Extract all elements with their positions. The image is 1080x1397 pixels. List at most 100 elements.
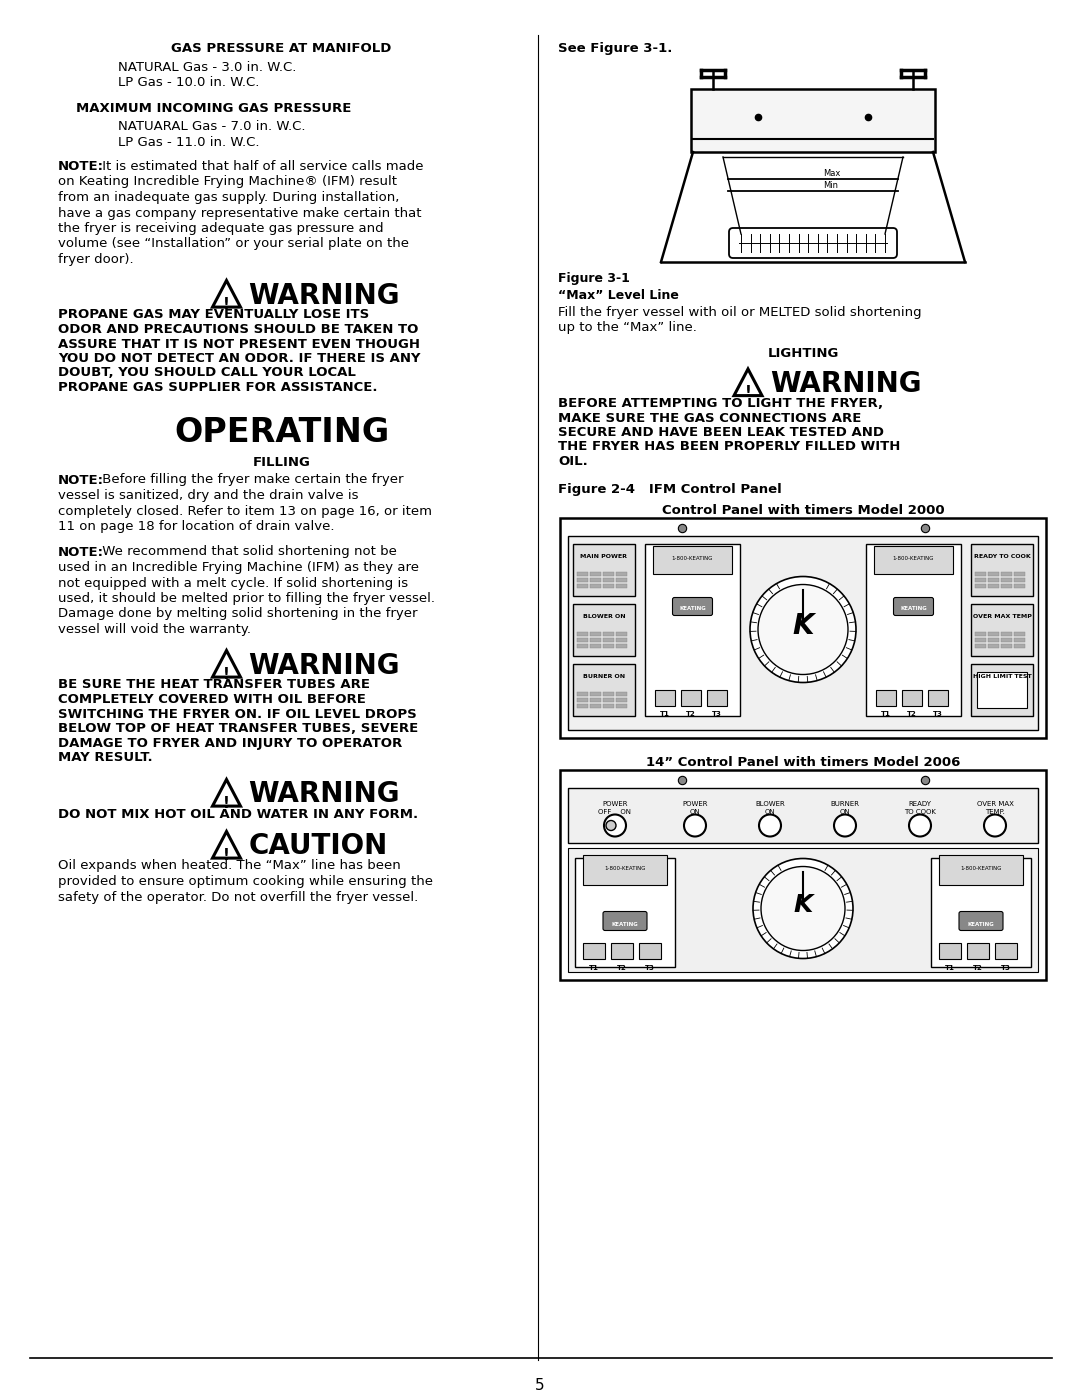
FancyBboxPatch shape: [893, 598, 933, 616]
Bar: [876, 690, 896, 705]
Text: KEATING: KEATING: [611, 922, 638, 928]
Bar: [577, 571, 588, 576]
Bar: [583, 855, 667, 884]
Bar: [577, 697, 588, 701]
Text: !: !: [224, 666, 230, 682]
Text: KEATING: KEATING: [679, 606, 706, 612]
Text: provided to ensure optimum cooking while ensuring the: provided to ensure optimum cooking while…: [58, 875, 433, 888]
Text: K: K: [793, 612, 813, 640]
Circle shape: [753, 859, 853, 958]
Text: BLOWER ON: BLOWER ON: [583, 613, 625, 619]
Bar: [561, 517, 1047, 738]
Bar: [707, 690, 727, 705]
Circle shape: [604, 814, 626, 837]
Text: READY
TO COOK: READY TO COOK: [904, 802, 936, 814]
Text: fryer door).: fryer door).: [58, 253, 134, 265]
Bar: [603, 571, 615, 576]
Bar: [971, 604, 1032, 655]
Text: LIGHTING: LIGHTING: [767, 346, 839, 360]
Bar: [590, 704, 600, 707]
Bar: [1014, 584, 1025, 588]
Text: COMPLETELY COVERED WITH OIL BEFORE: COMPLETELY COVERED WITH OIL BEFORE: [58, 693, 366, 705]
Text: SECURE AND HAVE BEEN LEAK TESTED AND: SECURE AND HAVE BEEN LEAK TESTED AND: [558, 426, 885, 439]
Text: 1-800-KEATING: 1-800-KEATING: [960, 866, 1002, 872]
Text: 14” Control Panel with timers Model 2006: 14” Control Panel with timers Model 2006: [646, 756, 960, 768]
Text: 1-800-KEATING: 1-800-KEATING: [893, 556, 934, 560]
Bar: [603, 584, 615, 588]
Bar: [988, 577, 999, 581]
Text: WARNING: WARNING: [248, 282, 400, 310]
Text: MAKE SURE THE GAS CONNECTIONS ARE: MAKE SURE THE GAS CONNECTIONS ARE: [558, 412, 862, 425]
Bar: [590, 584, 600, 588]
Text: 11 on page 18 for location of drain valve.: 11 on page 18 for location of drain valv…: [58, 520, 335, 534]
Bar: [603, 637, 615, 641]
Bar: [603, 644, 615, 647]
Text: POWER
OFF    ON: POWER OFF ON: [598, 802, 632, 814]
Text: NATURAL Gas - 3.0 in. W.C.: NATURAL Gas - 3.0 in. W.C.: [118, 61, 296, 74]
Text: have a gas company representative make certain that: have a gas company representative make c…: [58, 207, 421, 219]
Text: We recommend that solid shortening not be: We recommend that solid shortening not b…: [98, 545, 396, 559]
Text: T2: T2: [686, 711, 696, 718]
Bar: [939, 855, 1023, 884]
Text: !: !: [224, 796, 230, 810]
Bar: [573, 543, 635, 595]
Bar: [1014, 577, 1025, 581]
Bar: [616, 637, 627, 641]
Bar: [971, 664, 1032, 715]
Text: T3: T3: [645, 964, 654, 971]
Bar: [590, 571, 600, 576]
Text: DOUBT, YOU SHOULD CALL YOUR LOCAL: DOUBT, YOU SHOULD CALL YOUR LOCAL: [58, 366, 356, 380]
Bar: [1001, 584, 1012, 588]
FancyBboxPatch shape: [673, 598, 713, 616]
Bar: [975, 644, 986, 647]
Bar: [590, 637, 600, 641]
Text: OVER MAX TEMP: OVER MAX TEMP: [973, 613, 1031, 619]
Text: ASSURE THAT IT IS NOT PRESENT EVEN THOUGH: ASSURE THAT IT IS NOT PRESENT EVEN THOUG…: [58, 338, 420, 351]
Circle shape: [758, 584, 848, 675]
Text: BE SURE THE HEAT TRANSFER TUBES ARE: BE SURE THE HEAT TRANSFER TUBES ARE: [58, 679, 370, 692]
Text: NOTE:: NOTE:: [58, 161, 104, 173]
Bar: [616, 692, 627, 696]
Bar: [975, 631, 986, 636]
Text: BURNER
ON: BURNER ON: [831, 802, 860, 814]
Text: used in an Incredible Frying Machine (IFM) as they are: used in an Incredible Frying Machine (IF…: [58, 562, 419, 574]
Circle shape: [834, 814, 856, 837]
Bar: [590, 644, 600, 647]
Bar: [603, 577, 615, 581]
Text: T1: T1: [881, 711, 891, 718]
Bar: [603, 704, 615, 707]
Bar: [1001, 631, 1012, 636]
Text: Before filling the fryer make certain the fryer: Before filling the fryer make certain th…: [98, 474, 404, 486]
Text: ODOR AND PRECAUTIONS SHOULD BE TAKEN TO: ODOR AND PRECAUTIONS SHOULD BE TAKEN TO: [58, 323, 418, 337]
Text: T1: T1: [945, 964, 955, 971]
Bar: [568, 788, 1038, 842]
Text: not equipped with a melt cycle. If solid shortening is: not equipped with a melt cycle. If solid…: [58, 577, 408, 590]
Bar: [577, 584, 588, 588]
Text: 5: 5: [536, 1377, 544, 1393]
Bar: [575, 858, 675, 967]
Text: MAIN POWER: MAIN POWER: [581, 553, 627, 559]
Text: 1-800-KEATING: 1-800-KEATING: [604, 866, 646, 872]
Circle shape: [761, 866, 845, 950]
Circle shape: [606, 820, 616, 830]
Bar: [1001, 644, 1012, 647]
Bar: [583, 943, 605, 958]
Text: BURNER ON: BURNER ON: [583, 673, 625, 679]
Text: READY TO COOK: READY TO COOK: [974, 553, 1030, 559]
Text: safety of the operator. Do not overfill the fryer vessel.: safety of the operator. Do not overfill …: [58, 890, 418, 904]
Bar: [590, 697, 600, 701]
Bar: [561, 770, 1047, 979]
Text: from an inadequate gas supply. During installation,: from an inadequate gas supply. During in…: [58, 191, 400, 204]
Text: YOU DO NOT DETECT AN ODOR. IF THERE IS ANY: YOU DO NOT DETECT AN ODOR. IF THERE IS A…: [58, 352, 420, 365]
Text: Fill the fryer vessel with oil or MELTED solid shortening: Fill the fryer vessel with oil or MELTED…: [558, 306, 921, 319]
Text: KEATING: KEATING: [900, 606, 927, 612]
Bar: [616, 571, 627, 576]
Text: GAS PRESSURE AT MANIFOLD: GAS PRESSURE AT MANIFOLD: [172, 42, 392, 54]
Text: Oil expands when heated. The “Max” line has been: Oil expands when heated. The “Max” line …: [58, 859, 401, 873]
Text: “Max” Level Line: “Max” Level Line: [558, 289, 679, 302]
Text: T3: T3: [712, 711, 721, 718]
Bar: [616, 577, 627, 581]
Text: MAXIMUM INCOMING GAS PRESSURE: MAXIMUM INCOMING GAS PRESSURE: [76, 102, 351, 116]
Text: FILLING: FILLING: [253, 455, 310, 468]
Bar: [977, 672, 1027, 707]
